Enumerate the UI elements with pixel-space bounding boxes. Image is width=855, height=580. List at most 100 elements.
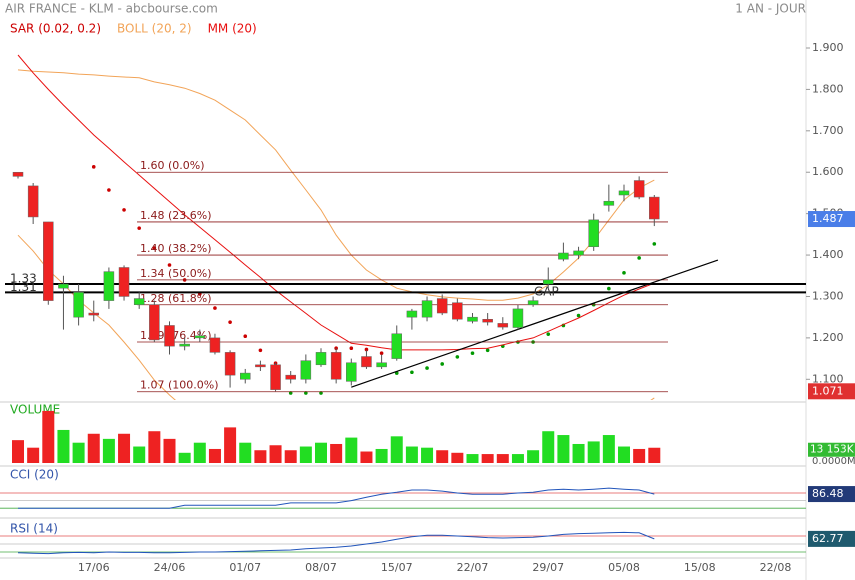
candle-body xyxy=(633,180,645,198)
volume-bar xyxy=(451,452,464,463)
indicator-line xyxy=(18,487,655,509)
volume-bar xyxy=(208,448,221,463)
candle-body xyxy=(209,337,221,353)
x-tick-label: 05/08 xyxy=(608,561,640,574)
volume-bar xyxy=(602,435,615,463)
sar-dot xyxy=(637,256,641,260)
volume-bar xyxy=(481,454,494,463)
sar-dot xyxy=(425,366,429,370)
value-box xyxy=(808,486,855,503)
volume-bar xyxy=(330,443,343,463)
candle-body xyxy=(512,308,524,328)
candle-body xyxy=(588,219,599,248)
volume-bar xyxy=(466,454,479,463)
volume-bar xyxy=(436,450,449,463)
candle-body xyxy=(27,185,39,218)
volume-bar xyxy=(102,438,115,463)
value-box-label: 1.071 xyxy=(812,384,844,397)
volume-bar xyxy=(511,454,524,463)
candle-body xyxy=(406,310,418,318)
fib-label: 1.60 (0.0%) xyxy=(140,159,205,172)
volume-bar xyxy=(618,446,630,463)
y-tick-label: 1.100 xyxy=(812,372,844,385)
x-tick-label: 17/06 xyxy=(78,561,110,574)
y-tick-label: 1.300 xyxy=(812,289,844,302)
candle-body xyxy=(300,360,312,380)
y-tick-label: 1.400 xyxy=(812,248,844,261)
fib-label: 1.48 (23.6%) xyxy=(140,209,212,222)
volume-bar xyxy=(542,431,555,463)
sar-dot xyxy=(91,165,96,169)
volume-bar xyxy=(178,452,191,463)
volume-bar xyxy=(57,429,70,463)
candle-body xyxy=(179,343,190,347)
annotation: GAP xyxy=(534,285,559,299)
candle-body xyxy=(376,362,387,368)
candle-body xyxy=(361,356,372,368)
y-tick-label: 1.700 xyxy=(812,124,844,137)
candle-body xyxy=(497,323,509,328)
y-tick-label: 1.900 xyxy=(812,41,844,54)
volume-bar xyxy=(299,446,312,463)
volume-bar xyxy=(118,433,131,463)
candle-body xyxy=(330,352,342,380)
volume-bar xyxy=(496,454,509,463)
x-tick-label: 29/07 xyxy=(532,561,564,574)
fib-label: 1.07 (100.0%) xyxy=(140,379,219,392)
sar-dot xyxy=(622,271,626,275)
legend-entry: BOLL (20, 2) xyxy=(117,22,192,36)
candle-body xyxy=(224,352,236,376)
y-tick-label: 1.800 xyxy=(812,82,844,95)
volume-bar xyxy=(557,435,570,463)
candle-body xyxy=(12,171,24,177)
candle-body xyxy=(270,364,281,390)
sar-dot xyxy=(470,351,475,356)
volume-bar xyxy=(572,443,585,463)
volume-bar xyxy=(375,448,388,463)
candle-body xyxy=(603,200,615,206)
candle-body xyxy=(255,364,266,368)
volume-bar xyxy=(315,442,327,463)
candle-body xyxy=(118,267,130,297)
candle-body xyxy=(649,196,660,220)
sar-dot xyxy=(349,346,354,351)
value-box-label: 13 153K xyxy=(810,444,855,456)
price-plot xyxy=(17,54,657,400)
volume-bar xyxy=(27,447,40,463)
candle-body xyxy=(133,298,145,306)
candle-body xyxy=(467,316,478,322)
value-box xyxy=(808,530,855,547)
volume-bar xyxy=(42,410,55,463)
sar-dot xyxy=(122,208,126,212)
volume-bar xyxy=(648,447,661,463)
volume-bar xyxy=(163,438,176,463)
candle-body xyxy=(194,335,206,339)
sar-dot xyxy=(379,351,384,356)
volume-bar xyxy=(239,442,252,463)
sar-dot xyxy=(167,263,172,267)
volume-bar xyxy=(269,445,282,463)
value-box xyxy=(808,442,855,457)
value-box xyxy=(808,211,855,228)
candle-body xyxy=(315,352,327,366)
sar-dot xyxy=(546,332,551,336)
volume-bar xyxy=(224,427,237,463)
fib-label: 1.40 (38.2%) xyxy=(140,242,212,255)
volume-bar xyxy=(87,433,100,463)
candle-body xyxy=(43,221,54,301)
sar-dot xyxy=(228,320,232,324)
value-box-label: 86.48 xyxy=(812,487,844,500)
period: 1 AN - JOUR xyxy=(735,2,806,16)
sar-dot xyxy=(652,242,657,246)
candle-body xyxy=(149,304,160,341)
level-label: 1.33 xyxy=(10,272,37,286)
volume-bar xyxy=(12,440,24,463)
candle-body xyxy=(346,362,357,382)
candle-body xyxy=(527,300,539,306)
volume-bar xyxy=(254,450,267,463)
x-tick-label: 08/07 xyxy=(305,561,337,574)
sar-dot xyxy=(410,370,414,375)
level-label: 1.31 xyxy=(10,280,37,294)
candle-body xyxy=(164,325,175,347)
